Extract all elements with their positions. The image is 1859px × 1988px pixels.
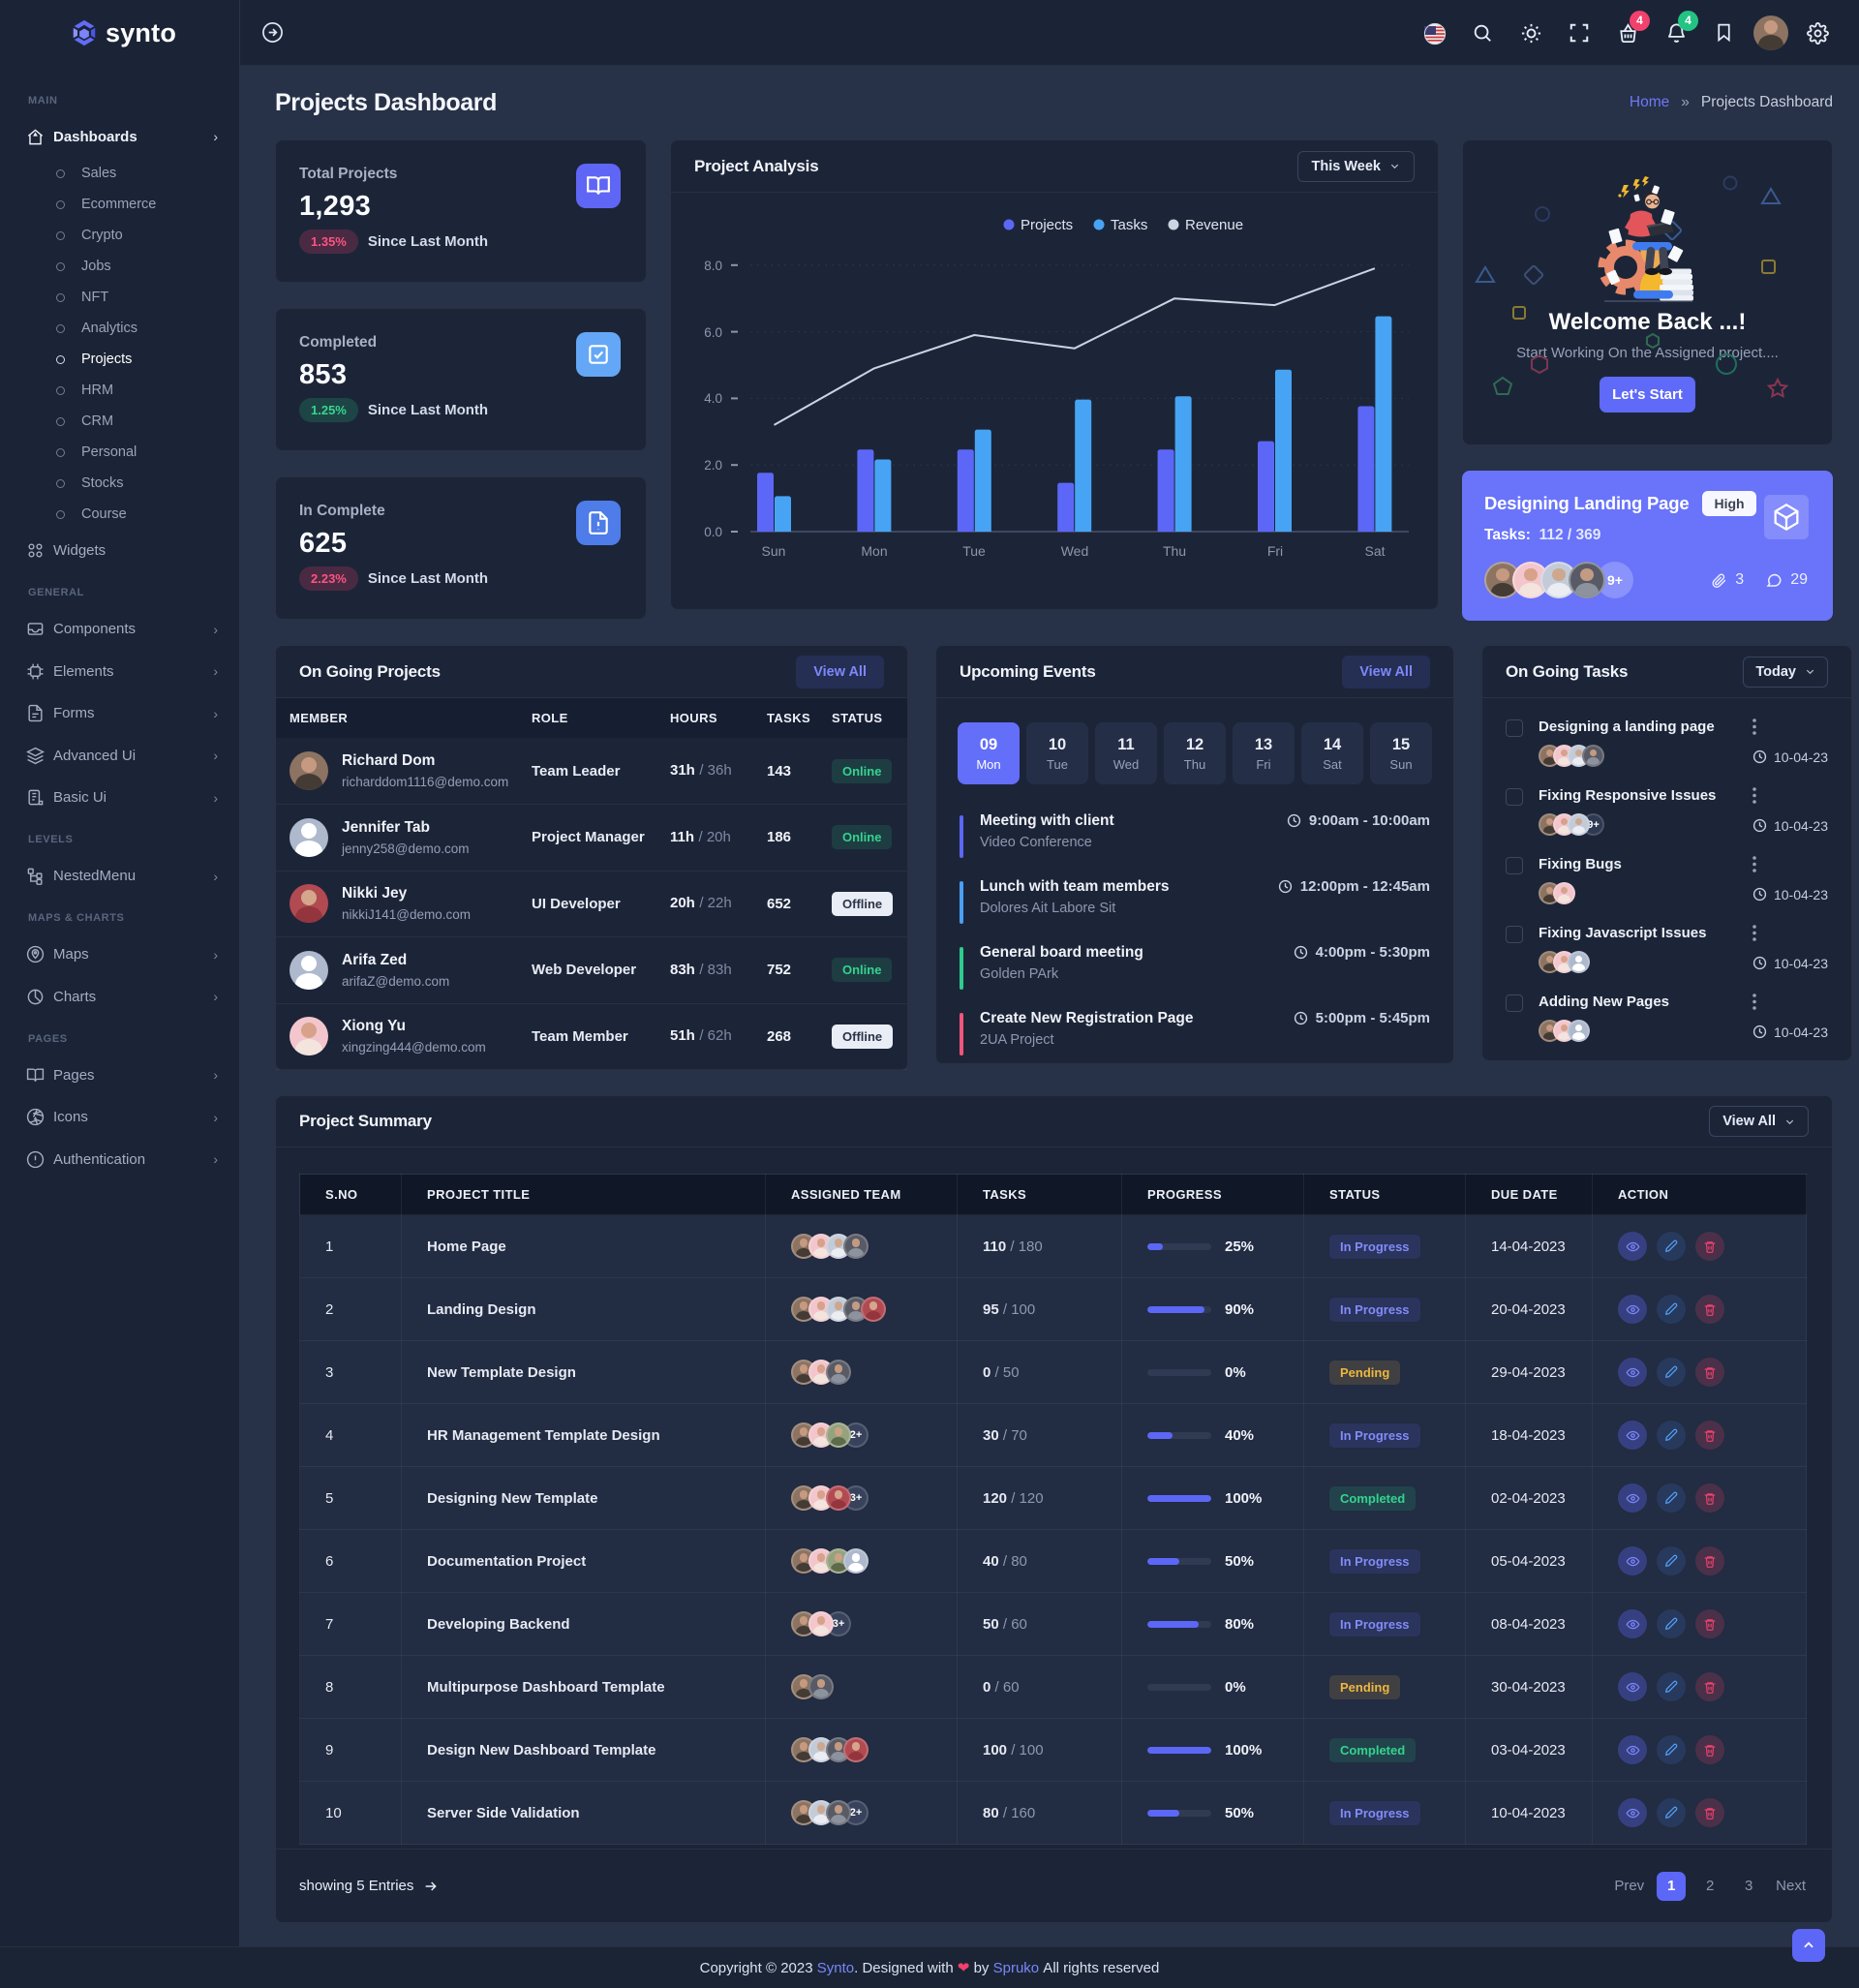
svg-text:4.0: 4.0 bbox=[704, 391, 722, 406]
svg-text:Revenue: Revenue bbox=[1185, 217, 1243, 233]
svg-text:Tasks: Tasks bbox=[1111, 217, 1147, 233]
svg-text:Sun: Sun bbox=[762, 543, 786, 559]
svg-text:0.0: 0.0 bbox=[704, 525, 722, 539]
svg-text:8.0: 8.0 bbox=[704, 259, 722, 273]
svg-text:Mon: Mon bbox=[861, 543, 887, 559]
svg-text:Wed: Wed bbox=[1061, 543, 1089, 559]
svg-text:Tue: Tue bbox=[962, 543, 986, 559]
svg-text:Fri: Fri bbox=[1267, 543, 1283, 559]
svg-text:Projects: Projects bbox=[1021, 217, 1073, 233]
svg-text:2.0: 2.0 bbox=[704, 458, 722, 473]
svg-text:Sat: Sat bbox=[1364, 543, 1385, 559]
svg-text:Thu: Thu bbox=[1163, 543, 1186, 559]
svg-text:6.0: 6.0 bbox=[704, 325, 722, 340]
